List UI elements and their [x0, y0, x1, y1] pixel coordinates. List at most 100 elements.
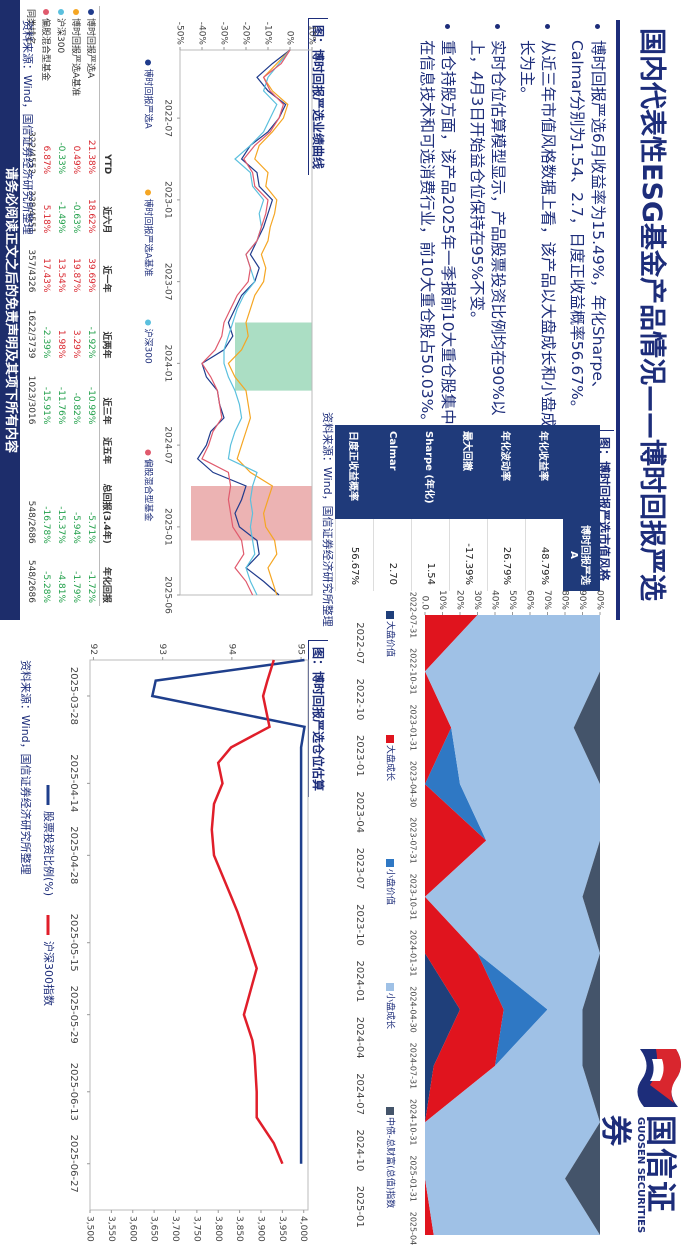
- bullet: 从近三年市值风格数据上看，该产品以大盘成长和小盘成长为主。: [516, 40, 558, 440]
- legend-label: 沪深300: [143, 329, 155, 364]
- legend-label: 博时回报严选A: [143, 69, 155, 130]
- legend-swatch: [145, 449, 151, 456]
- legend-swatch: [386, 735, 394, 743]
- x-tick-label: 2023-07-31: [409, 817, 418, 864]
- legend-dot: [73, 9, 79, 15]
- y-tick-label: 3,650: [149, 1216, 159, 1242]
- source: 资料来源：Wind，国信证券经济研究所整理: [321, 412, 334, 627]
- x-tick-label: 2023-07: [163, 263, 173, 301]
- y-tick-label: 3,600: [127, 1216, 137, 1242]
- row: 博时回报严选A 21.38% 18.62% 39.69% -1.92% -10.99% -5…: [84, 6, 100, 606]
- legend-swatch: [386, 1107, 394, 1115]
- plot-frame: [89, 659, 309, 1211]
- cell: 19.87%: [71, 258, 82, 293]
- cell: -5.71%: [86, 511, 97, 544]
- area: [425, 615, 504, 1235]
- cell: -0.33%: [56, 142, 67, 175]
- row-label: 博时回报严选A基准: [69, 6, 84, 118]
- x-tick-label: 2022-10: [354, 679, 365, 721]
- series-line: [201, 49, 291, 596]
- cell: 39.69%: [86, 258, 97, 293]
- legend-dot: [43, 9, 49, 15]
- cell: -16.78%: [41, 506, 52, 544]
- row-label: Calmar: [373, 425, 412, 519]
- y-tick-label: -30%: [219, 22, 229, 46]
- x-tick-label: 2025-04-30: [409, 1212, 418, 1245]
- row-name: 博时回报严选A: [85, 18, 95, 79]
- cell: -11.76%: [56, 386, 67, 425]
- cell: 357/4326: [26, 249, 37, 293]
- cell: -5.94%: [71, 511, 82, 544]
- y-tick-label: 90%: [577, 590, 587, 610]
- y-tick-label: 95: [296, 644, 306, 655]
- cell: -1.79%: [71, 571, 82, 603]
- column-header: 近六月: [99, 177, 115, 237]
- legend-label: 沪深300指数: [42, 941, 56, 1006]
- series-line: [196, 49, 291, 596]
- y-tick-label: 3,700: [170, 1216, 180, 1242]
- x-tick-label: 2024-07: [354, 1073, 365, 1115]
- x-tick-label: 2025-03-28: [68, 667, 79, 725]
- y-tick-label: 0%: [285, 31, 295, 46]
- position-chart: 92 93 94 95 3,500 3,550 3,600 3,650 3,700 3,750 3,…: [42, 644, 309, 1242]
- legend-label: 小盘成长: [385, 993, 397, 1029]
- cell: 0.49%: [71, 145, 82, 175]
- x-tick-label: 2025-01-31: [409, 1155, 418, 1202]
- y-tick-label: 10%: [437, 590, 447, 610]
- legend-label: 大盘成长: [385, 745, 397, 781]
- y-tick-label: 94: [226, 644, 236, 656]
- y-tick-label: 100%: [595, 590, 605, 610]
- x-tick-label: 2023-07: [354, 848, 365, 890]
- legend-dot: [58, 9, 64, 15]
- y-tick-label: 3,900: [255, 1216, 265, 1242]
- logo-subtext: GUOSEN SECURITIES: [635, 1117, 646, 1234]
- x-tick-label: 2024-01: [163, 345, 173, 383]
- highlight-band: [235, 322, 312, 391]
- cell: 3.29%: [71, 329, 82, 359]
- y-tick-label: 70%: [542, 590, 552, 610]
- x-tick-label: 2024-04: [354, 1017, 365, 1059]
- title: 国内代表性ESG基金产品情况——博时回报严选: [636, 28, 667, 602]
- bullet: 实时仓位估算模型显示，产品股票投资比例均在90%以上，4月3日开始益仓位保持在9…: [466, 40, 508, 440]
- x-tick-label: 2022-10-31: [409, 648, 418, 695]
- row-label: 年化收益率: [525, 425, 563, 519]
- cell: 6.87%: [41, 145, 52, 175]
- y-tick-label: 3,750: [191, 1216, 201, 1242]
- row-label: 日度正收益概率: [335, 425, 374, 519]
- highlight-band: [191, 486, 312, 541]
- x-tick-label: 2024-07-31: [409, 1043, 418, 1090]
- y-tick-label: -40%: [197, 22, 207, 46]
- area: [565, 615, 600, 1235]
- cell: -2.39%: [41, 326, 52, 359]
- style-table: 博时回报严选A 年化收益率 48.79% 年化波动率 26.79% 最大回撤 -17.…: [335, 425, 600, 591]
- bullet-list: 博时回报严选6月收益率为15.49%，年化Sharpe、Calmar分别为1.5…: [408, 18, 608, 440]
- x-tick-label: 2024-10-31: [409, 1099, 418, 1146]
- cell: -4.81%: [56, 571, 67, 603]
- performance-chart: 10% 0% -10% -20% -30% -40% -50% 2022-07 2023-01 2…: [143, 22, 317, 614]
- cell: 13.54%: [56, 258, 67, 293]
- y-tick-label: 3,850: [234, 1216, 244, 1242]
- corner: [99, 6, 115, 119]
- legend-dot: [88, 9, 94, 15]
- column-header: 年化回报: [99, 546, 115, 606]
- row: 博时回报严选A基准 0.49% -0.63% 19.87% 3.29% -0.82% -5.…: [69, 6, 84, 606]
- y-tick-label: 3,550: [106, 1216, 116, 1242]
- cell: -10.99%: [86, 386, 97, 425]
- area: [425, 615, 600, 1235]
- y-tick-label: 3,950: [277, 1216, 287, 1242]
- y-tick-label: -20%: [241, 22, 251, 46]
- area: [425, 615, 548, 1235]
- row-name: 偏股混合型基金: [40, 18, 50, 82]
- column-header: YTD: [99, 118, 115, 178]
- row-label: Sharpe (年化): [411, 425, 450, 519]
- cell: 48.79%: [525, 519, 563, 591]
- bullet: 博时回报严选6月收益率为15.49%，年化Sharpe、Calmar分别为1.5…: [566, 40, 608, 440]
- row-name: 沪深300: [55, 18, 65, 54]
- y-tick-label: 3,800: [213, 1216, 223, 1242]
- x-tick-label: 2025-05-15: [68, 914, 79, 972]
- cell: -1.72%: [86, 571, 97, 603]
- y-tick-label: 30%: [472, 590, 482, 610]
- cell: [69, 427, 84, 467]
- cell: 26.79%: [487, 519, 526, 591]
